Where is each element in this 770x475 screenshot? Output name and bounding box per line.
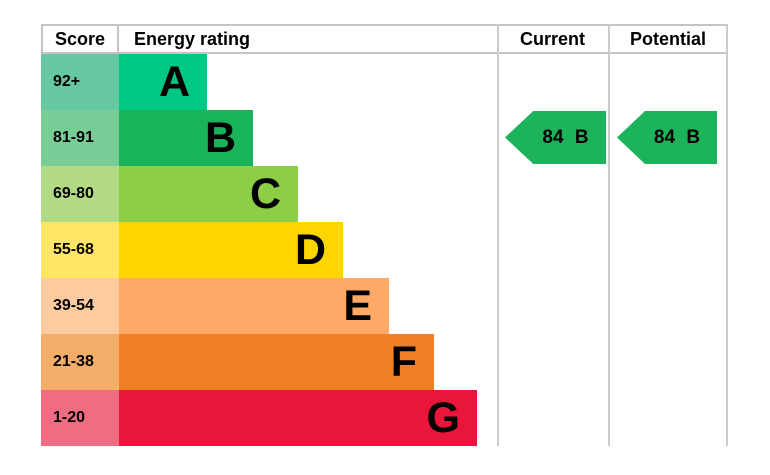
header-potential: Potential	[629, 29, 706, 49]
current-potential-divider	[608, 24, 610, 446]
band-letter: A	[158, 58, 190, 106]
band-score-range: 81-91	[41, 110, 119, 166]
band-bar: B	[119, 110, 253, 166]
band-bar: D	[119, 222, 343, 278]
band-row: 92+ A	[41, 54, 497, 110]
band-bar: C	[119, 166, 298, 222]
band-score-range: 69-80	[41, 166, 119, 222]
band-row: 55-68 D	[41, 222, 497, 278]
band-letter: G	[426, 394, 460, 442]
current-rating-label: 84 B	[542, 126, 589, 148]
band-letter: C	[249, 170, 281, 218]
header-left-border	[41, 24, 43, 54]
header-top-border	[41, 24, 728, 26]
band-score-range: 21-38	[41, 334, 119, 390]
header-current: Current	[519, 29, 585, 49]
band-row: 21-38 F	[41, 334, 497, 390]
table-right-border	[726, 24, 728, 446]
rating-current-divider	[497, 24, 499, 446]
current-rating-arrow: 84 B	[505, 111, 606, 164]
header-bottom-border	[41, 52, 728, 54]
band-bar: E	[119, 278, 389, 334]
band-letter: B	[204, 114, 236, 162]
band-letter: E	[343, 282, 372, 330]
potential-rating-arrow: 84 B	[617, 111, 717, 164]
band-bar: F	[119, 334, 434, 390]
header-score: Score	[54, 29, 106, 49]
band-row: 81-91 B	[41, 110, 497, 166]
band-row: 69-80 C	[41, 166, 497, 222]
band-letter: F	[390, 338, 417, 386]
band-score-range: 39-54	[41, 278, 119, 334]
potential-rating-label: 84 B	[653, 126, 701, 148]
band-score-range: 55-68	[41, 222, 119, 278]
band-score-range: 92+	[41, 54, 119, 110]
band-score-range: 1-20	[41, 390, 119, 446]
header-rating: Energy rating	[134, 29, 251, 49]
band-bar: A	[119, 54, 207, 110]
band-row: 39-54 E	[41, 278, 497, 334]
score-rating-divider	[117, 24, 119, 54]
band-bar: G	[119, 390, 477, 446]
band-row: 1-20 G	[41, 390, 497, 446]
band-rows: 92+ A 81-91 B 69-80 C 55-68 D 39-54 E 21…	[41, 54, 497, 446]
band-letter: D	[294, 226, 326, 274]
